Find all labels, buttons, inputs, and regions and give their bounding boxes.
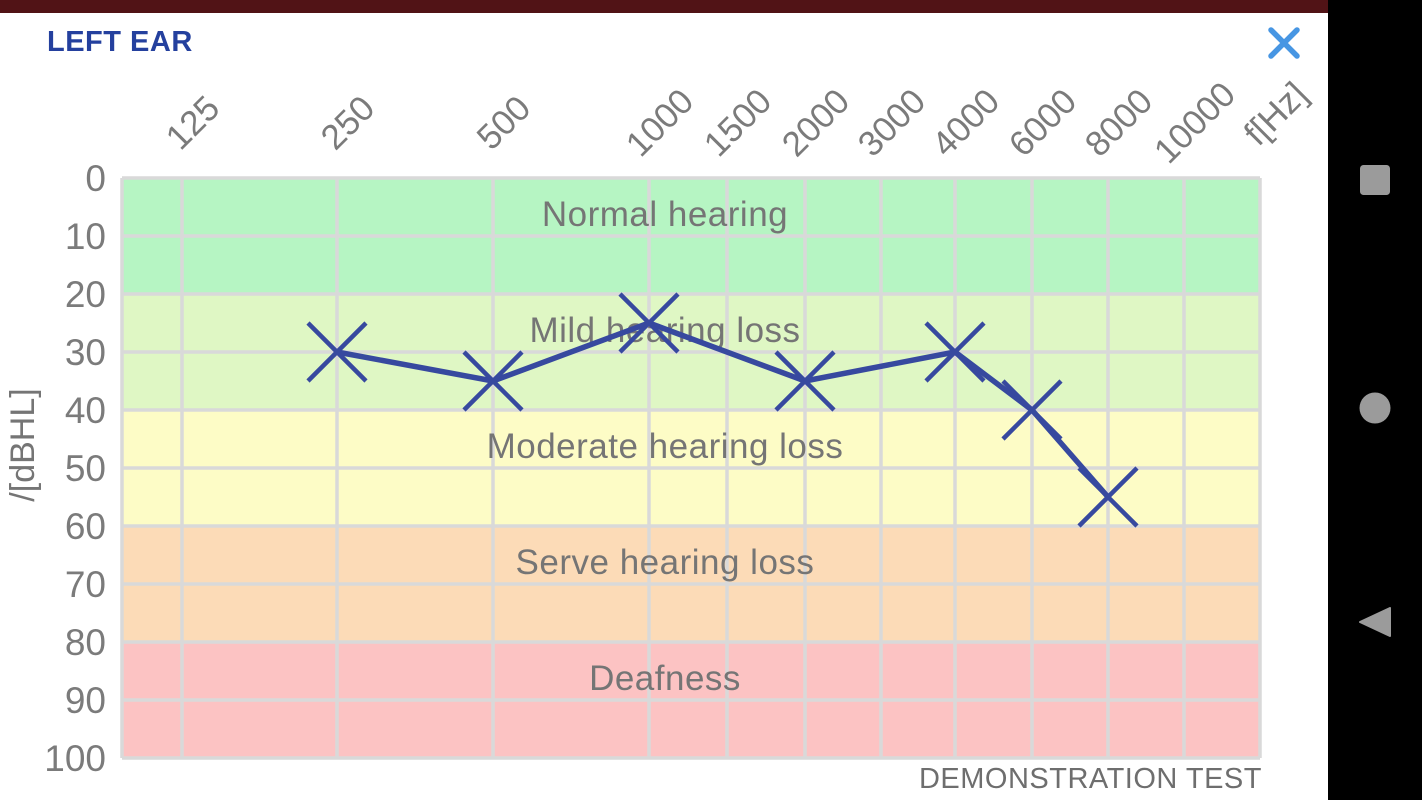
close-button[interactable]: [1264, 22, 1304, 62]
y-tick-label: 80: [65, 622, 106, 663]
threshold-marker-x: [462, 350, 524, 412]
threshold-marker-x: [1001, 379, 1063, 441]
home-button[interactable]: [1359, 392, 1391, 424]
band-label: Moderate hearing loss: [487, 427, 844, 466]
android-navigation-bar: [1328, 0, 1422, 800]
y-tick-label: 50: [65, 448, 106, 489]
back-button[interactable]: [1359, 607, 1391, 637]
x-axis-unit-label: f[Hz]: [1237, 75, 1315, 153]
x-tick-label: 1000: [619, 82, 702, 165]
y-tick-label: 90: [65, 680, 106, 721]
threshold-marker-x: [1077, 466, 1139, 528]
y-tick-label: 30: [65, 332, 106, 373]
y-tick-label: 20: [65, 274, 106, 315]
threshold-marker-x: [618, 292, 680, 354]
back-triangle-icon: [1359, 607, 1391, 637]
x-tick-label: 500: [469, 88, 538, 157]
y-tick-label: 0: [85, 158, 106, 199]
x-tick-label: 2000: [775, 82, 858, 165]
threshold-marker-x: [924, 321, 986, 383]
watermark-label: DEMONSTRATION TEST: [919, 763, 1262, 795]
y-tick-label: 60: [65, 506, 106, 547]
threshold-marker-x: [774, 350, 836, 412]
recents-square-icon: [1360, 165, 1390, 195]
home-circle-icon: [1359, 392, 1391, 424]
x-tick-label: 125: [158, 88, 227, 157]
band-label: Deafness: [589, 659, 741, 698]
x-tick-label: 3000: [851, 82, 934, 165]
status-bar: [0, 0, 1328, 13]
y-tick-label: 100: [44, 738, 106, 779]
x-tick-label: 1500: [697, 82, 780, 165]
y-tick-label: 40: [65, 390, 106, 431]
y-axis-title: /[dBHL]: [4, 388, 42, 501]
band-label: Serve hearing loss: [516, 543, 815, 582]
y-tick-label: 70: [65, 564, 106, 605]
y-tick-label: 10: [65, 216, 106, 257]
x-tick-label: 4000: [925, 82, 1008, 165]
x-tick-label: 6000: [1002, 82, 1085, 165]
recents-button[interactable]: [1359, 164, 1391, 196]
band-label: Normal hearing: [542, 195, 788, 234]
x-tick-label: 250: [313, 88, 382, 157]
threshold-marker-x: [306, 321, 368, 383]
x-tick-label: 10000: [1147, 75, 1243, 171]
page-title: LEFT EAR: [47, 26, 193, 58]
close-icon: [1268, 27, 1300, 59]
x-tick-label: 8000: [1078, 82, 1161, 165]
